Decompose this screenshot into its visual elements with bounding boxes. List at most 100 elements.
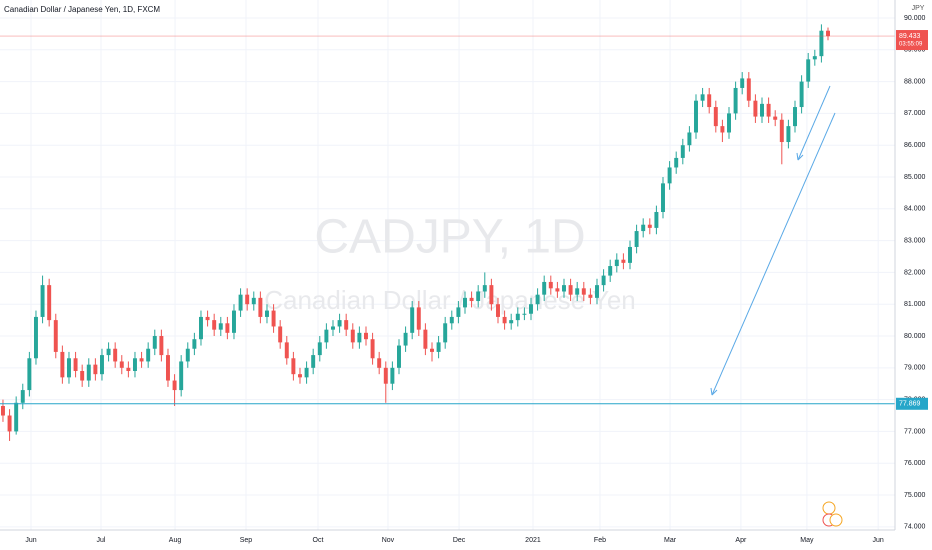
- candle-body: [588, 294, 593, 298]
- candle-body: [654, 211, 659, 228]
- y-tick-label: 75.000: [904, 492, 926, 499]
- candle-body: [205, 316, 210, 321]
- candle-body: [469, 297, 474, 302]
- candle-body: [53, 320, 58, 352]
- candle-body: [179, 361, 184, 391]
- y-tick-label: 83.000: [904, 237, 926, 244]
- last-price-label: 89.433: [899, 33, 921, 40]
- candle-body: [529, 304, 533, 314]
- candle-body: [106, 348, 111, 356]
- candle-body: [212, 320, 217, 330]
- candle-body: [595, 285, 599, 298]
- x-tick-label: May: [800, 537, 814, 544]
- currency: JPY: [912, 5, 925, 12]
- candle-body: [119, 361, 124, 368]
- arrow-head: [796, 152, 804, 161]
- candle-body: [542, 281, 547, 295]
- candle-body: [515, 313, 520, 321]
- y-tick-label: 74.000: [904, 524, 926, 531]
- candle-body: [225, 323, 230, 333]
- candle-body: [245, 294, 250, 305]
- candle-body: [251, 297, 256, 305]
- candle-body: [707, 94, 712, 108]
- candle-body: [152, 336, 157, 349]
- level-label: 77.869: [899, 401, 921, 408]
- watermark-subtitle: Canadian Dollar / Japanese Yen: [264, 285, 636, 315]
- candle-body: [522, 313, 527, 315]
- candle-body: [482, 285, 487, 292]
- countdown: 03:55:09: [899, 42, 923, 48]
- candle-body: [647, 224, 652, 228]
- candle-body: [33, 316, 38, 359]
- candle-body: [284, 342, 289, 359]
- candle-body: [337, 320, 342, 327]
- candle-body: [562, 285, 566, 292]
- grid: [0, 0, 895, 530]
- candle-body: [27, 358, 32, 391]
- candle-body: [423, 329, 428, 349]
- plot: [0, 24, 895, 441]
- arrow-head: [710, 387, 718, 396]
- y-tick-label: 80.000: [904, 333, 926, 340]
- candle-body: [146, 348, 151, 362]
- candle-body: [760, 103, 764, 117]
- candle-body: [403, 332, 408, 346]
- candle-body: [786, 126, 791, 143]
- y-tick-label: 81.000: [904, 301, 926, 308]
- event-icon[interactable]: [829, 513, 843, 527]
- x-tick-label: Jun: [873, 537, 884, 544]
- candle-body: [218, 323, 223, 330]
- candle-body: [700, 94, 705, 101]
- candle-body: [806, 59, 811, 82]
- candle-body: [357, 332, 362, 343]
- candle-body: [449, 316, 454, 324]
- candle-body: [113, 348, 118, 362]
- candle-body: [383, 367, 388, 384]
- candle-body: [364, 332, 368, 340]
- candle-body: [819, 30, 824, 57]
- candle-body: [779, 119, 784, 143]
- candle-body: [568, 285, 573, 295]
- candle-body: [548, 281, 553, 289]
- x-tick-label: Jun: [25, 537, 36, 544]
- event-icon[interactable]: [822, 501, 836, 515]
- x-tick-label: Jul: [97, 537, 106, 544]
- candle-body: [20, 390, 25, 403]
- candle-body: [687, 132, 692, 146]
- candle-body: [667, 167, 672, 184]
- candle-body: [311, 355, 316, 368]
- candle-body: [680, 145, 685, 158]
- candle-body: [258, 297, 263, 317]
- candle-body: [66, 358, 71, 378]
- candle-body: [614, 259, 619, 267]
- candle-body: [773, 116, 778, 120]
- candle-body: [509, 320, 514, 324]
- candle-body: [370, 339, 375, 359]
- candle-body: [172, 380, 177, 391]
- y-tick-label: 76.000: [904, 460, 926, 467]
- candle-body: [324, 329, 329, 343]
- y-tick-label: 85.000: [904, 174, 926, 181]
- candle-body: [443, 323, 448, 343]
- level-label-box: [896, 397, 928, 410]
- candle-body: [463, 297, 467, 308]
- y-tick-label: 77.000: [904, 428, 926, 435]
- candle-body: [496, 304, 500, 317]
- y-tick-label: 87.000: [904, 110, 926, 117]
- candle-body: [727, 113, 731, 133]
- candle-body: [350, 329, 355, 343]
- x-tick-label: Oct: [313, 537, 324, 544]
- candle-body: [0, 405, 5, 416]
- chart-title: Canadian Dollar / Japanese Yen, 1D, FXCM: [4, 5, 160, 14]
- candle-body: [535, 294, 540, 305]
- candle-body: [634, 231, 639, 247]
- candle-body: [47, 285, 52, 321]
- y-tick-label: 79.000: [904, 365, 926, 372]
- candle-body: [132, 358, 137, 371]
- candle-body: [713, 107, 718, 127]
- y-tick-label: 84.000: [904, 206, 926, 213]
- candle-body: [14, 402, 19, 432]
- trend-arrow: [711, 112, 836, 396]
- candle-body: [291, 358, 296, 375]
